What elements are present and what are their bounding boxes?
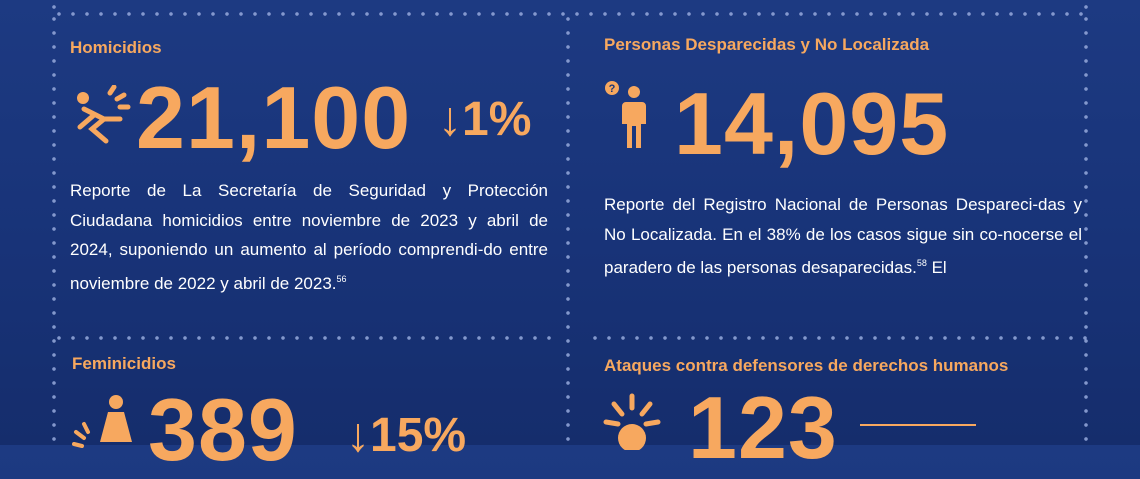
feminicidios-label: Feminicidios <box>72 354 176 373</box>
desaparecidas-text: Reporte del Registro Nacional de Persona… <box>604 195 1082 277</box>
homicidios-change: ↓1% <box>438 93 532 146</box>
desaparecidas-panel: Personas Desparecidas y No Localizada ? … <box>566 0 1140 336</box>
woman-alert-icon <box>72 395 132 448</box>
desaparecidas-label: Personas Desparecidas y No Localizada <box>604 35 930 54</box>
center-divider <box>566 12 570 445</box>
feminicidios-panel: Feminicidios 389 ↓15% <box>0 336 566 474</box>
feminicidios-value: 389 <box>148 380 298 479</box>
desaparecidas-footnote: 58 <box>916 258 927 268</box>
defensores-panel: Ataques contra defensores de derechos hu… <box>566 336 1140 472</box>
desaparecidas-description: Reporte del Registro Nacional de Persona… <box>604 190 1082 283</box>
homicidios-description: Reporte de La Secretaría de Seguridad y … <box>70 176 548 298</box>
homicidios-value: 21,100 <box>136 68 412 167</box>
top-left-divider <box>52 0 56 14</box>
homicidios-panel: Homicidios 21,100 ↓1% Reporte de La Secr… <box>0 0 566 336</box>
defensores-label: Ataques contra defensores de derechos hu… <box>604 356 1009 375</box>
desaparecidas-value: 14,095 <box>674 74 950 173</box>
impact-icon <box>603 393 661 450</box>
top-divider <box>52 12 1088 16</box>
missing-person-icon: ? <box>605 81 646 148</box>
svg-text:?: ? <box>609 83 616 95</box>
left-border <box>52 12 56 445</box>
middle-divider-right <box>588 336 1088 340</box>
homicidios-label: Homicidios <box>70 38 162 57</box>
middle-divider-left <box>52 336 552 340</box>
desaparecidas-trailing: El <box>931 258 947 277</box>
feminicidios-change: ↓15% <box>346 409 467 462</box>
homicidios-footnote: 56 <box>336 273 347 284</box>
homicidios-text: Reporte de La Secretaría de Seguridad y … <box>70 181 548 293</box>
defensores-connector-line <box>860 424 976 426</box>
falling-person-icon <box>77 85 131 144</box>
top-right-divider <box>1084 0 1088 14</box>
defensores-value: 123 <box>688 378 838 477</box>
right-border <box>1084 12 1088 445</box>
